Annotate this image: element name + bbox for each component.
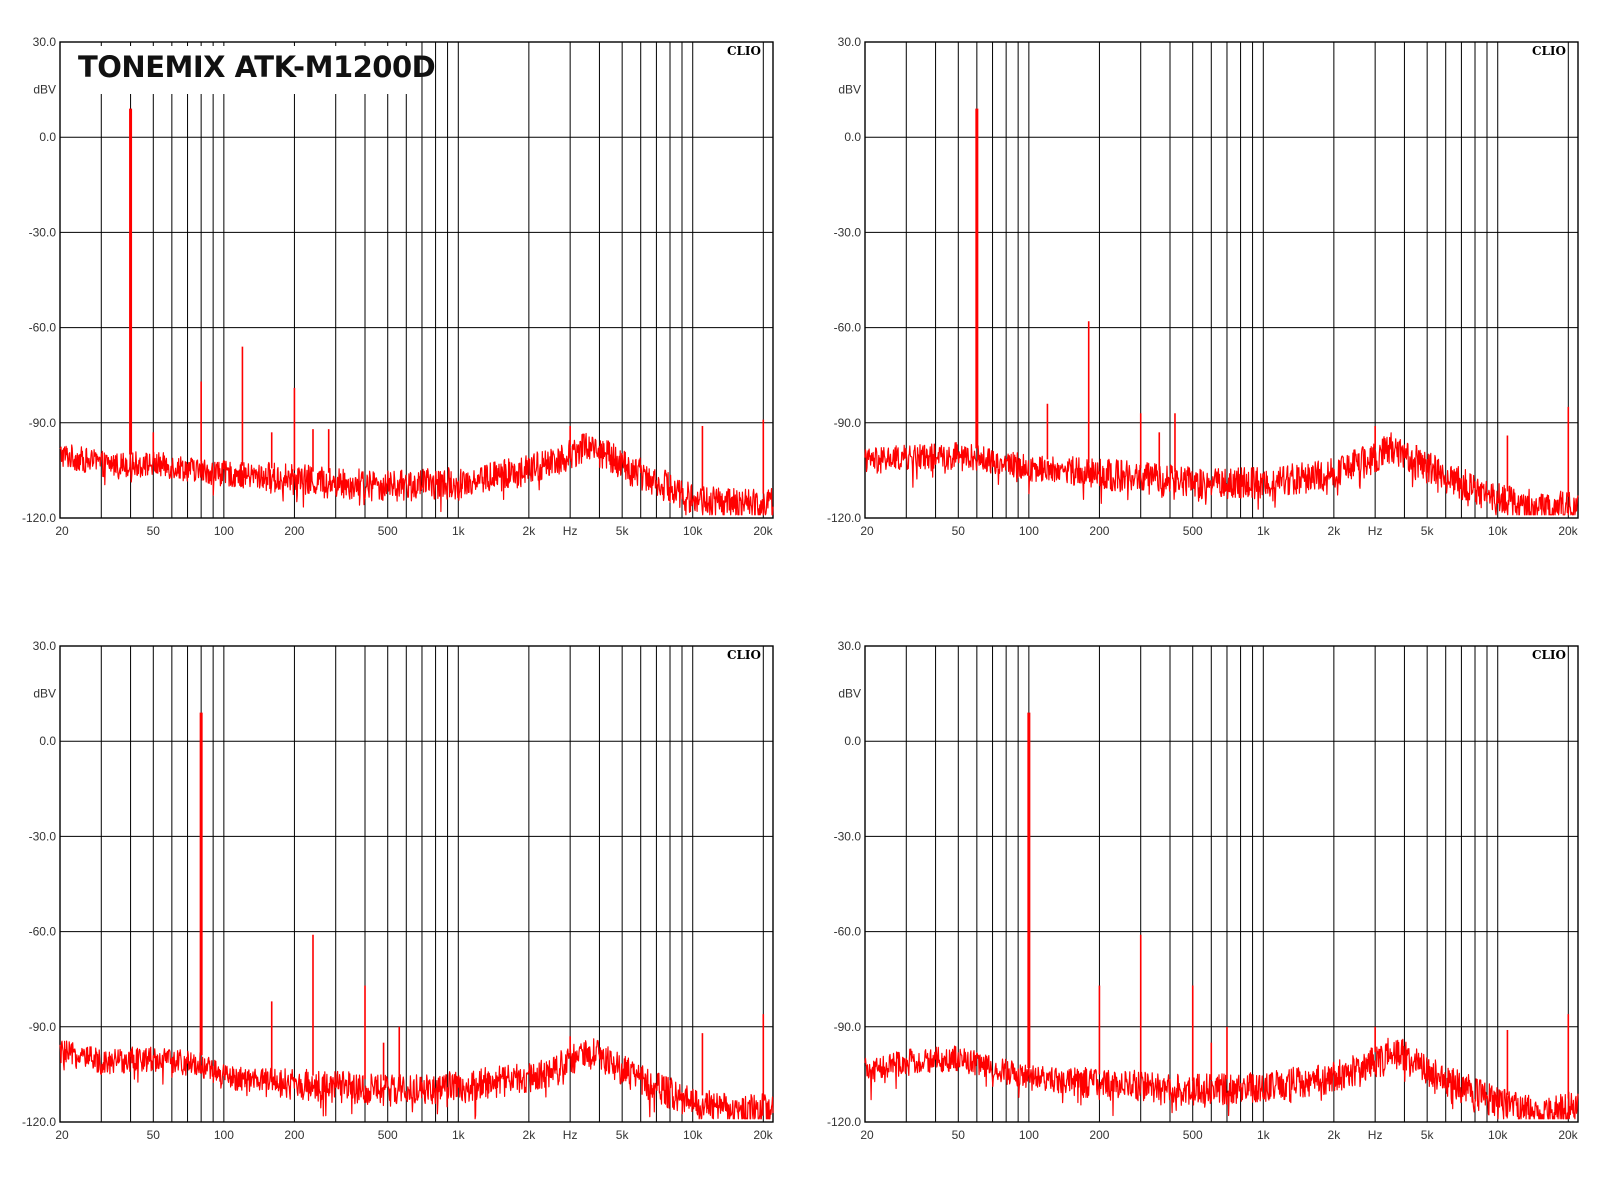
x-tick-label: 20 bbox=[860, 524, 874, 538]
y-tick-label: -60.0 bbox=[834, 925, 862, 939]
y-tick-label: 0.0 bbox=[844, 734, 861, 748]
y-tick-label: -60.0 bbox=[29, 321, 57, 335]
x-tick-label: 50 bbox=[952, 1128, 966, 1142]
x-tick-label: 5k bbox=[616, 524, 630, 538]
y-tick-label: 0.0 bbox=[844, 130, 861, 144]
x-tick-label: 100 bbox=[214, 1128, 234, 1142]
x-tick-label: 200 bbox=[284, 1128, 304, 1142]
brand-label: CLIO bbox=[1532, 648, 1566, 662]
y-tick-label: -30.0 bbox=[29, 829, 57, 843]
spectrum-panel-2: 30.0 0.0 -30.0 -60.0 -90.0 -120.0 dBV 20 50 100 20… bbox=[827, 35, 1579, 538]
x-tick-label: 100 bbox=[214, 524, 234, 538]
x-tick-label: 5k bbox=[1421, 1128, 1435, 1142]
x-tick-label: 500 bbox=[378, 524, 398, 538]
x-tick-label: 5k bbox=[1421, 524, 1435, 538]
chart-title: TONEMIX ATK-M1200D bbox=[78, 50, 436, 84]
y-tick-label: -30.0 bbox=[29, 225, 57, 239]
x-tick-label: 1k bbox=[1257, 524, 1271, 538]
x-tick-label: 5k bbox=[616, 1128, 630, 1142]
plot-frame bbox=[864, 645, 1579, 1123]
y-tick-label: 30.0 bbox=[838, 639, 862, 653]
x-tick-label: 1k bbox=[452, 524, 466, 538]
x-tick-label: 20k bbox=[1558, 524, 1578, 538]
x-tick-label: 10k bbox=[683, 1128, 703, 1142]
y-tick-label: -120.0 bbox=[22, 1115, 56, 1129]
y-tick-label: -120.0 bbox=[827, 511, 861, 525]
x-tick-label: 1k bbox=[452, 1128, 466, 1142]
plot-frame bbox=[59, 41, 774, 519]
x-tick-label: 500 bbox=[1183, 1128, 1203, 1142]
x-tick-label: 100 bbox=[1019, 524, 1039, 538]
brand-label: CLIO bbox=[1532, 44, 1566, 58]
y-tick-label: 30.0 bbox=[33, 639, 57, 653]
x-tick-label: Hz bbox=[563, 524, 578, 538]
x-tick-label: Hz bbox=[1368, 524, 1383, 538]
y-tick-label: 30.0 bbox=[838, 35, 862, 49]
x-tick-label: 2k bbox=[1328, 524, 1342, 538]
x-tick-label: 50 bbox=[147, 524, 161, 538]
x-tick-label: 2k bbox=[1328, 1128, 1342, 1142]
x-tick-label: 500 bbox=[1183, 524, 1203, 538]
x-tick-label: 20k bbox=[753, 524, 773, 538]
x-tick-label: 20 bbox=[55, 524, 69, 538]
x-tick-label: 2k bbox=[523, 1128, 537, 1142]
x-tick-label: 50 bbox=[952, 524, 966, 538]
brand-label: CLIO bbox=[727, 648, 761, 662]
y-tick-label: -30.0 bbox=[834, 829, 862, 843]
x-tick-label: 2k bbox=[523, 524, 537, 538]
noise-floor-trace bbox=[864, 1037, 1579, 1120]
x-tick-label: 200 bbox=[1089, 524, 1109, 538]
x-tick-label: 50 bbox=[147, 1128, 161, 1142]
x-tick-label: 200 bbox=[1089, 1128, 1109, 1142]
y-tick-label: -90.0 bbox=[29, 1020, 57, 1034]
x-tick-label: 200 bbox=[284, 524, 304, 538]
title-background bbox=[68, 46, 413, 94]
spectrum-panel-1: 30.0 0.0 -30.0 -60.0 -90.0 -120.0 dBV 20 50 100 20… bbox=[22, 35, 774, 538]
spectrum-panel-3: 30.0 0.0 -30.0 -60.0 -90.0 -120.0 dBV 20 50 100 20… bbox=[22, 639, 774, 1142]
y-tick-label: -90.0 bbox=[834, 1020, 862, 1034]
y-tick-label: -60.0 bbox=[834, 321, 862, 335]
x-tick-label: 20 bbox=[55, 1128, 69, 1142]
x-tick-label: Hz bbox=[563, 1128, 578, 1142]
y-axis-label: dBV bbox=[838, 687, 861, 701]
x-tick-label: 1k bbox=[1257, 1128, 1271, 1142]
y-tick-label: 30.0 bbox=[33, 35, 57, 49]
y-axis-label: dBV bbox=[33, 83, 56, 97]
plot-frame bbox=[864, 41, 1579, 519]
brand-label: CLIO bbox=[727, 44, 761, 58]
spectrum-panel-4: 30.0 0.0 -30.0 -60.0 -90.0 -120.0 dBV 20 50 100 20… bbox=[827, 639, 1579, 1142]
y-tick-label: -120.0 bbox=[22, 511, 56, 525]
x-tick-label: 10k bbox=[1488, 524, 1508, 538]
y-axis-label: dBV bbox=[33, 687, 56, 701]
y-tick-label: -90.0 bbox=[29, 416, 57, 430]
x-tick-label: 10k bbox=[683, 524, 703, 538]
x-tick-label: Hz bbox=[1368, 1128, 1383, 1142]
noise-floor-trace bbox=[864, 432, 1579, 516]
y-tick-label: -60.0 bbox=[29, 925, 57, 939]
x-tick-label: 20k bbox=[753, 1128, 773, 1142]
x-tick-label: 100 bbox=[1019, 1128, 1039, 1142]
plot-frame bbox=[59, 645, 774, 1123]
y-tick-label: 0.0 bbox=[39, 130, 56, 144]
noise-floor-trace bbox=[59, 1038, 774, 1120]
y-tick-label: -30.0 bbox=[834, 225, 862, 239]
y-tick-label: 0.0 bbox=[39, 734, 56, 748]
noise-floor-trace bbox=[59, 432, 774, 516]
x-tick-label: 20 bbox=[860, 1128, 874, 1142]
y-tick-label: -120.0 bbox=[827, 1115, 861, 1129]
y-axis-label: dBV bbox=[838, 83, 861, 97]
x-tick-label: 500 bbox=[378, 1128, 398, 1142]
y-tick-label: -90.0 bbox=[834, 416, 862, 430]
x-tick-label: 20k bbox=[1558, 1128, 1578, 1142]
x-tick-label: 10k bbox=[1488, 1128, 1508, 1142]
